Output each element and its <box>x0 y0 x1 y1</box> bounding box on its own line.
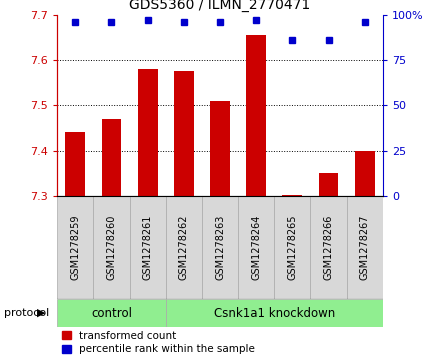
Title: GDS5360 / ILMN_2770471: GDS5360 / ILMN_2770471 <box>129 0 311 12</box>
Bar <box>129 15 166 196</box>
Bar <box>238 196 274 299</box>
Text: control: control <box>91 307 132 319</box>
Text: GSM1278263: GSM1278263 <box>215 215 225 281</box>
Bar <box>347 196 383 299</box>
Bar <box>129 196 166 299</box>
Text: GSM1278265: GSM1278265 <box>287 215 297 281</box>
Text: GSM1278264: GSM1278264 <box>251 215 261 281</box>
Text: GSM1278266: GSM1278266 <box>323 215 334 281</box>
Bar <box>202 196 238 299</box>
Bar <box>210 101 230 196</box>
Bar <box>138 69 158 196</box>
Text: ▶: ▶ <box>37 308 46 318</box>
Bar <box>57 15 93 196</box>
Bar <box>282 195 302 196</box>
Bar <box>274 15 311 196</box>
Legend: transformed count, percentile rank within the sample: transformed count, percentile rank withi… <box>62 331 255 354</box>
Bar <box>166 299 383 327</box>
Text: GSM1278267: GSM1278267 <box>360 215 370 281</box>
Bar <box>246 35 266 196</box>
Bar <box>57 196 93 299</box>
Bar <box>311 15 347 196</box>
Bar <box>347 15 383 196</box>
Bar <box>166 15 202 196</box>
Bar <box>93 196 129 299</box>
Bar <box>166 196 202 299</box>
Bar <box>311 196 347 299</box>
Bar <box>274 196 311 299</box>
Text: GSM1278262: GSM1278262 <box>179 215 189 281</box>
Bar <box>319 174 338 196</box>
Text: GSM1278261: GSM1278261 <box>143 215 153 281</box>
Bar <box>202 15 238 196</box>
Bar <box>102 119 121 196</box>
Bar <box>238 15 274 196</box>
Text: GSM1278259: GSM1278259 <box>70 215 80 281</box>
Bar <box>355 151 375 196</box>
Bar <box>66 132 85 196</box>
Text: GSM1278260: GSM1278260 <box>106 215 117 281</box>
Bar <box>57 299 166 327</box>
Text: Csnk1a1 knockdown: Csnk1a1 knockdown <box>214 307 335 319</box>
Text: protocol: protocol <box>4 308 50 318</box>
Bar <box>174 71 194 196</box>
Bar <box>93 15 129 196</box>
